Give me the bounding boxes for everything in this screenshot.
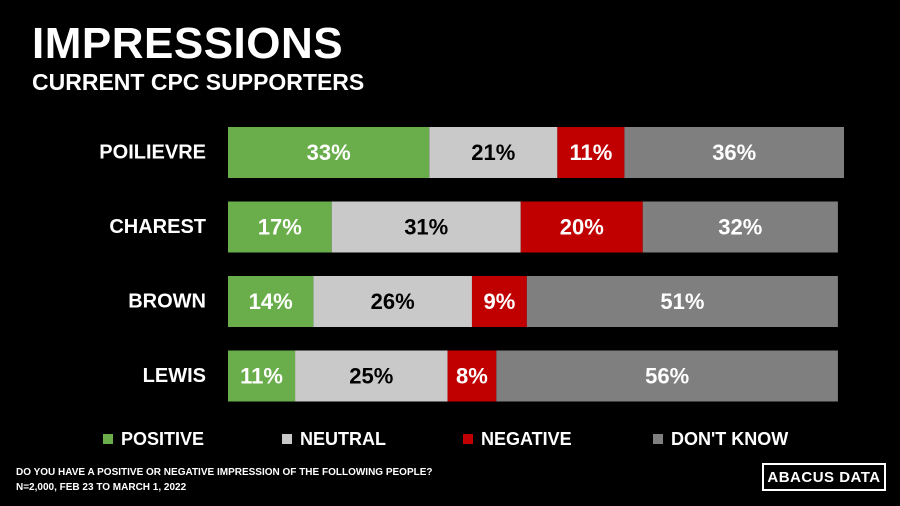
data-label-charest-positive: 17%	[258, 215, 302, 240]
footnote-question: DO YOU HAVE A POSITIVE OR NEGATIVE IMPRE…	[16, 467, 433, 478]
bar-poilievre-positive	[228, 127, 430, 178]
data-label-lewis-don-t-know: 56%	[645, 364, 689, 389]
data-label-poilievre-positive: 33%	[307, 140, 351, 165]
bar-brown-positive	[228, 276, 314, 327]
legend-label-negative: NEGATIVE	[481, 428, 572, 449]
data-label-lewis-neutral: 25%	[349, 364, 393, 389]
bar-brown-negative	[471, 276, 527, 327]
bar-lewis-negative	[447, 350, 497, 402]
data-label-lewis-positive: 11%	[240, 364, 283, 389]
chart-title: IMPRESSIONS	[32, 19, 344, 68]
chart-subtitle: CURRENT CPC SUPPORTERS	[32, 69, 365, 95]
data-label-poilievre-negative: 11%	[569, 140, 612, 165]
bar-poilievre-negative	[557, 127, 625, 178]
bar-charest-positive	[228, 201, 332, 253]
data-label-lewis-negative: 8%	[456, 364, 488, 389]
abacus-data-logo: ABACUS DATA	[762, 463, 886, 491]
bar-brown-don-t-know	[526, 276, 838, 327]
legend-label-positive: POSITIVE	[121, 428, 205, 449]
data-label-charest-negative: 20%	[560, 215, 604, 240]
legend-item-positive: POSITIVE	[103, 427, 204, 451]
bar-poilievre-don-t-know	[624, 127, 844, 178]
category-label-brown: BROWN	[128, 291, 206, 313]
category-label-lewis: LEWIS	[143, 365, 206, 387]
category-label-charest: CHAREST	[109, 216, 206, 238]
bar-brown-neutral	[313, 276, 472, 327]
legend-item-negative: NEGATIVE	[463, 427, 572, 451]
footnote-sample: N=2,000, FEB 23 TO MARCH 1, 2022	[16, 482, 187, 493]
chart-legend: POSITIVE NEUTRAL NEGATIVE DON'T KNOW	[0, 427, 900, 451]
legend-swatch-negative	[463, 434, 473, 444]
bar-poilievre-neutral	[429, 127, 558, 178]
bar-lewis-don-t-know	[496, 350, 838, 402]
data-label-poilievre-neutral: 21%	[471, 140, 515, 165]
legend-swatch-positive	[103, 434, 113, 444]
data-label-brown-neutral: 26%	[371, 289, 415, 314]
bar-charest-neutral	[331, 201, 521, 253]
category-label-poilievre: POILIEVRE	[99, 142, 206, 164]
legend-swatch-dont-know	[653, 434, 663, 444]
bar-charest-negative	[520, 201, 643, 253]
legend-item-neutral: NEUTRAL	[282, 427, 386, 451]
data-label-brown-positive: 14%	[249, 289, 293, 314]
legend-label-dont-know: DON'T KNOW	[671, 428, 789, 449]
data-label-charest-neutral: 31%	[404, 215, 448, 240]
bar-lewis-positive	[228, 350, 296, 402]
legend-item-dont-know: DON'T KNOW	[653, 427, 788, 451]
bar-charest-don-t-know	[642, 201, 838, 253]
legend-label-neutral: NEUTRAL	[300, 428, 386, 449]
stacked-bar-chart: POILIEVRE 33% 21% 11% 36% CHAREST 17% 31% 20% 32%…	[99, 127, 844, 402]
data-label-brown-don-t-know: 51%	[660, 289, 704, 314]
legend-swatch-neutral	[282, 434, 292, 444]
bar-lewis-neutral	[295, 350, 448, 402]
data-label-poilievre-don-t-know: 36%	[712, 140, 756, 165]
data-label-charest-don-t-know: 32%	[718, 215, 762, 240]
data-label-brown-negative: 9%	[484, 289, 516, 314]
